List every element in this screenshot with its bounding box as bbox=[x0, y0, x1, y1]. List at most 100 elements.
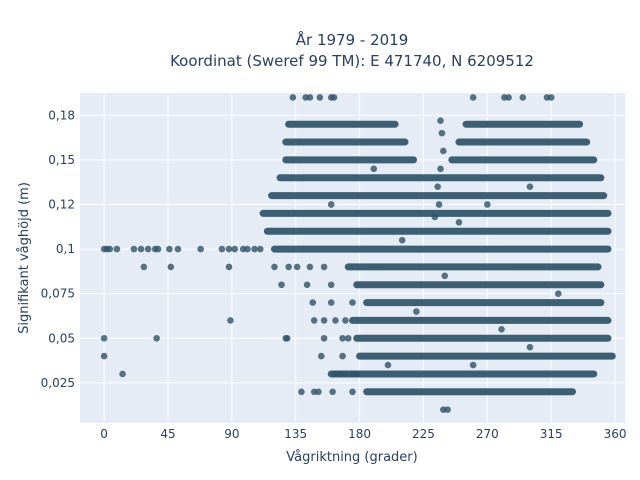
data-point bbox=[469, 94, 477, 101]
data-point bbox=[153, 334, 160, 342]
data-point bbox=[349, 299, 356, 306]
data-point bbox=[332, 317, 339, 324]
data-point bbox=[353, 370, 361, 378]
data-point bbox=[437, 117, 444, 124]
data-point bbox=[437, 165, 444, 173]
data-point bbox=[327, 299, 335, 306]
chart-title-line-1: År 1979 - 2019 bbox=[296, 30, 409, 49]
data-point bbox=[218, 245, 226, 253]
data-point bbox=[315, 388, 322, 396]
data-point bbox=[441, 272, 449, 280]
x-tick-label: 225 bbox=[412, 427, 435, 441]
data-point bbox=[339, 352, 346, 360]
data-point bbox=[251, 245, 258, 253]
data-point bbox=[106, 245, 114, 253]
x-tick-label: 135 bbox=[284, 427, 307, 441]
data-point bbox=[469, 361, 477, 369]
data-point bbox=[174, 245, 182, 253]
data-point bbox=[384, 361, 392, 369]
data-point bbox=[320, 317, 328, 324]
x-tick-label: 90 bbox=[224, 427, 239, 441]
data-point bbox=[298, 388, 305, 396]
data-point bbox=[271, 263, 278, 271]
data-point bbox=[244, 245, 251, 253]
data-point bbox=[140, 263, 148, 271]
data-point bbox=[113, 245, 121, 253]
data-point bbox=[505, 94, 512, 101]
data-point bbox=[225, 245, 233, 253]
x-tick-label: 0 bbox=[100, 427, 108, 441]
data-point bbox=[137, 245, 145, 253]
data-point bbox=[344, 334, 352, 342]
data-point bbox=[434, 183, 441, 190]
data-point bbox=[227, 317, 234, 324]
data-point bbox=[327, 201, 335, 208]
data-point bbox=[166, 245, 173, 253]
data-point bbox=[349, 388, 356, 396]
x-tick-label: 315 bbox=[540, 427, 563, 441]
x-tick-label: 270 bbox=[476, 427, 499, 441]
data-point bbox=[309, 299, 317, 306]
data-point bbox=[327, 281, 335, 289]
data-point bbox=[484, 201, 491, 208]
y-tick-label: 0,1 bbox=[56, 242, 75, 256]
y-tick-label: 0,075 bbox=[41, 287, 75, 301]
data-point bbox=[330, 94, 338, 101]
data-point bbox=[336, 370, 344, 378]
data-point bbox=[310, 317, 318, 324]
data-point bbox=[320, 334, 328, 342]
y-tick-label: 0,18 bbox=[48, 108, 75, 122]
data-point bbox=[289, 94, 297, 101]
y-tick-label: 0,025 bbox=[41, 376, 75, 390]
data-point bbox=[231, 245, 239, 253]
data-point bbox=[306, 263, 314, 271]
data-point bbox=[547, 94, 555, 101]
data-point bbox=[119, 370, 126, 378]
data-point bbox=[431, 213, 439, 221]
y-tick-label: 0,12 bbox=[48, 197, 75, 211]
data-point bbox=[167, 263, 175, 271]
data-point bbox=[100, 334, 108, 342]
y-axis-title: Signifikant våghöjd (m) bbox=[17, 182, 32, 334]
data-point bbox=[317, 352, 325, 360]
data-point bbox=[398, 236, 406, 244]
data-point bbox=[316, 94, 324, 101]
data-point bbox=[154, 245, 162, 253]
data-point bbox=[225, 263, 233, 271]
x-tick-label: 180 bbox=[348, 427, 371, 441]
data-point bbox=[342, 370, 349, 378]
data-point bbox=[256, 245, 264, 253]
data-point bbox=[144, 245, 152, 253]
data-point bbox=[526, 343, 534, 351]
data-point bbox=[320, 263, 328, 271]
data-point bbox=[329, 388, 336, 396]
data-point bbox=[526, 183, 534, 190]
x-axis-title: Vågriktning (grader) bbox=[286, 450, 417, 465]
x-tick-label: 45 bbox=[160, 427, 175, 441]
data-point bbox=[342, 317, 349, 324]
data-point bbox=[370, 165, 378, 173]
data-point bbox=[100, 352, 108, 360]
data-point bbox=[306, 94, 314, 101]
data-point bbox=[554, 290, 562, 297]
data-point bbox=[293, 263, 301, 271]
data-point bbox=[455, 219, 463, 226]
data-points bbox=[100, 94, 616, 413]
data-point bbox=[285, 263, 292, 271]
data-point bbox=[498, 326, 505, 333]
data-point bbox=[130, 245, 138, 253]
data-point bbox=[519, 94, 527, 101]
y-tick-labels: 0,025 0,05 0,075 0,1 0,12 0,15 0,18 bbox=[41, 108, 75, 390]
data-point bbox=[330, 370, 338, 378]
y-tick-label: 0,05 bbox=[48, 331, 75, 345]
data-point bbox=[440, 147, 447, 155]
chart-title-line-2: Koordinat (Sweref 99 TM): E 471740, N 62… bbox=[170, 52, 534, 70]
data-point bbox=[438, 129, 446, 137]
data-point bbox=[444, 406, 451, 413]
data-point bbox=[339, 334, 346, 342]
x-tick-labels: 0 45 90 135 180 225 270 315 360 bbox=[100, 427, 626, 441]
y-tick-label: 0,15 bbox=[48, 153, 75, 167]
data-point bbox=[303, 281, 311, 289]
data-point bbox=[197, 245, 204, 253]
